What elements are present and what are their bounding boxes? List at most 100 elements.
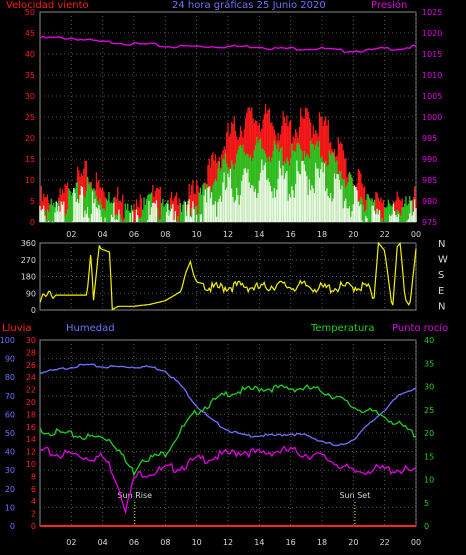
humidity-tick-label: 50	[5, 429, 15, 438]
x-tick-label: 04	[98, 230, 108, 239]
wind-tick-label: 40	[25, 50, 35, 59]
x-tick-label: 02	[66, 538, 76, 547]
temperature-line	[39, 384, 417, 477]
x-tick-label: 18	[317, 230, 327, 239]
temperature-axis-title: Temperatura	[310, 323, 375, 334]
wind-tick-label: 45	[25, 29, 35, 38]
x-tick-label: 04	[98, 538, 108, 547]
x-tick-label: 10	[192, 230, 202, 239]
temperature-tick-label: 20	[424, 429, 434, 438]
pressure-tick-label: 1015	[422, 50, 442, 59]
direction-tick-label: 180	[21, 273, 36, 282]
pressure-tick-label: 1005	[422, 92, 442, 101]
pressure-tick-label: 985	[422, 176, 437, 185]
x-tick-label: 22	[380, 538, 390, 547]
x-tick-label: 18	[317, 538, 327, 547]
x-tick-label: 00	[411, 230, 421, 239]
humidity-line	[39, 363, 417, 447]
direction-tick-label: 360	[21, 239, 36, 248]
humidity-tick-label: 20	[5, 485, 15, 494]
pressure-tick-label: 1000	[422, 113, 442, 122]
x-tick-label: 06	[129, 538, 139, 547]
rain-dew-tick-label: 16	[26, 423, 36, 432]
x-tick-label: 00	[411, 538, 421, 547]
rain-axis-title: Lluvia	[2, 323, 32, 334]
dew-point-axis-title: Punto rocío	[392, 322, 448, 334]
wind-tick-label: 30	[25, 92, 35, 101]
x-tick-label: 06	[129, 230, 139, 239]
pressure-tick-label: 1020	[422, 29, 442, 38]
humidity-tick-label: 70	[5, 392, 15, 401]
humidity-tick-label: 10	[5, 503, 15, 512]
x-tick-label: 12	[223, 538, 233, 547]
pressure-tick-label: 975	[422, 218, 437, 227]
rain-dew-tick-label: 14	[26, 435, 36, 444]
wind-tick-label: 25	[25, 113, 35, 122]
wind-tick-label: 35	[25, 71, 35, 80]
rain-dew-tick-label: 20	[26, 398, 36, 407]
x-tick-label: 10	[192, 538, 202, 547]
temperature-tick-label: 35	[424, 359, 434, 368]
rain-dew-tick-label: 22	[26, 386, 36, 395]
x-tick-label: 08	[160, 538, 170, 547]
sun-marker-label: Sun Set	[339, 491, 370, 500]
pressure-tick-label: 980	[422, 197, 437, 206]
temperature-tick-label: 10	[424, 476, 434, 485]
direction-tick-label: 0	[31, 306, 36, 315]
direction-line	[39, 241, 417, 311]
dew_point-line	[39, 445, 417, 515]
wind-tick-label: 20	[25, 134, 35, 143]
pressure-tick-label: 1010	[422, 71, 442, 80]
sun-marker-label: Sun Rise	[117, 491, 152, 500]
x-tick-label: 16	[286, 538, 296, 547]
rain-dew-tick-label: 0	[31, 522, 36, 531]
rain-dew-tick-label: 28	[26, 348, 36, 357]
temperature-tick-label: 15	[424, 452, 434, 461]
pressure-tick-label: 990	[422, 155, 437, 164]
x-tick-label: 20	[348, 538, 358, 547]
humidity-tick-label: 100	[0, 336, 15, 345]
rain-dew-tick-label: 12	[26, 448, 36, 457]
wind-tick-label: 5	[30, 197, 35, 206]
temperature-tick-label: 30	[424, 383, 434, 392]
rain-dew-tick-label: 4	[31, 497, 36, 506]
compass-label: N	[438, 301, 445, 312]
wind-tick-label: 0	[30, 218, 35, 227]
compass-label: W	[438, 255, 448, 266]
rain-dew-tick-label: 18	[26, 410, 36, 419]
humidity-tick-label: 90	[5, 355, 15, 364]
rain-dew-tick-label: 2	[31, 510, 36, 519]
pressure-axis-title: Presión	[371, 0, 407, 11]
humidity-tick-label: 30	[5, 466, 15, 475]
direction-tick-label: 90	[26, 289, 36, 298]
x-tick-label: 14	[254, 538, 264, 547]
x-tick-label: 02	[66, 230, 76, 239]
temperature-tick-label: 0	[424, 522, 429, 531]
x-tick-label: 08	[160, 230, 170, 239]
x-tick-label: 20	[348, 230, 358, 239]
pressure-tick-label: 1025	[422, 8, 442, 17]
temperature-tick-label: 5	[424, 499, 429, 508]
temperature-tick-label: 40	[424, 336, 434, 345]
x-tick-label: 14	[254, 230, 264, 239]
pressure-tick-label: 995	[422, 134, 437, 143]
rain-dew-tick-label: 24	[26, 373, 36, 382]
humidity-tick-label: 60	[5, 410, 15, 419]
wind-axis-title: Velocidad viento	[6, 0, 89, 11]
compass-label: E	[438, 286, 444, 297]
compass-label: N	[438, 239, 445, 250]
climate-chart: 0102030405060708090100024681012141618202…	[0, 336, 434, 547]
wind-tick-label: 15	[25, 155, 35, 164]
x-tick-label: 12	[223, 230, 233, 239]
wind-tick-label: 50	[25, 8, 35, 17]
chart-title: 24 hora gráficas 25 Junio 2020	[172, 0, 326, 11]
wind-tick-label: 10	[25, 176, 35, 185]
x-tick-label: 16	[286, 230, 296, 239]
humidity-tick-label: 0	[10, 522, 15, 531]
rain-dew-tick-label: 30	[26, 336, 36, 345]
rain-dew-tick-label: 8	[31, 472, 36, 481]
compass-label: S	[438, 270, 444, 281]
